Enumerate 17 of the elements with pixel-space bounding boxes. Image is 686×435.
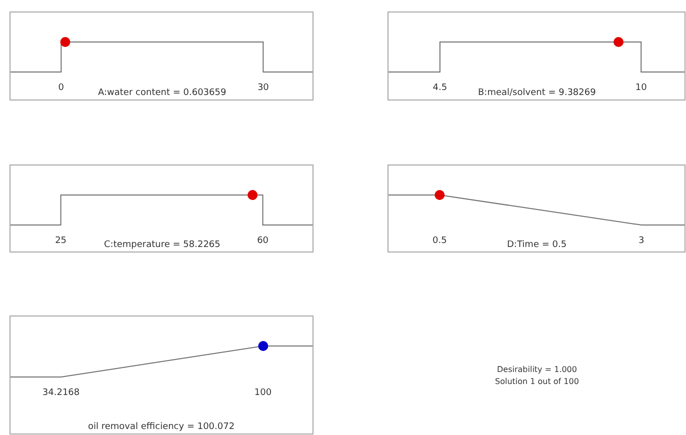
x-axis-title: A:water content = 0.603659 [98,88,226,98]
x-tick-label: 3 [638,236,644,246]
x-axis-title: D:Time = 0.5 [507,240,567,250]
text: Solution 1 out of 100 [495,377,579,386]
x-tick-label: 4.5 [432,83,448,93]
x-tick-label: 25 [55,236,67,246]
x-tick-label: 30 [257,83,270,93]
x-tick-label: 60 [257,236,269,246]
x-axis-title: C:temperature = 58.2265 [104,240,220,250]
x-tick-label: 100 [254,388,272,398]
text: Desirability = 1.000 [497,365,577,374]
x-tick-label: 0 [58,83,64,93]
x-tick-label: 10 [635,83,648,93]
x-axis-title: oil removal efficiency = 100.072 [88,422,235,432]
x-tick-label: 34.2168 [42,388,80,398]
x-axis-title: B:meal/solvent = 9.38269 [478,88,596,98]
x-tick-label: 0.5 [432,236,447,246]
